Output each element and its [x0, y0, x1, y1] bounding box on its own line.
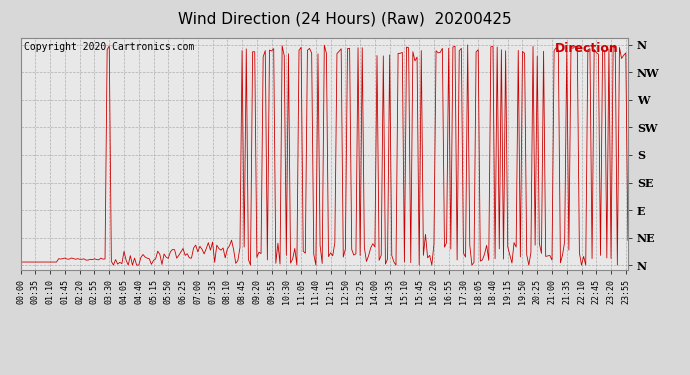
Text: Copyright 2020 Cartronics.com: Copyright 2020 Cartronics.com [23, 42, 194, 52]
Text: Wind Direction (24 Hours) (Raw)  20200425: Wind Direction (24 Hours) (Raw) 20200425 [178, 11, 512, 26]
Text: Direction: Direction [555, 42, 619, 55]
